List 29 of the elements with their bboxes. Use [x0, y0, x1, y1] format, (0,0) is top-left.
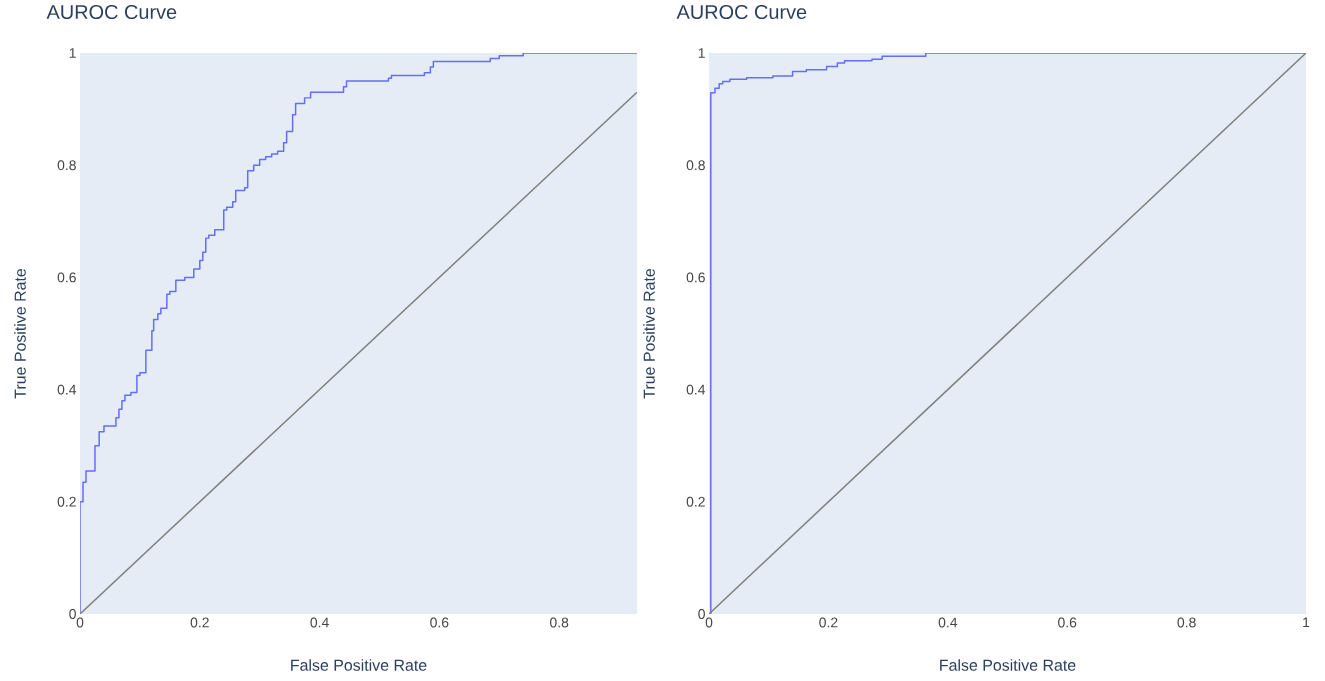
y-tick-label: 1: [698, 48, 705, 58]
y-tick-label: 0.2: [57, 496, 76, 507]
x-axis-title: False Positive Rate: [291, 659, 427, 671]
x-tick-label: 0.4: [310, 617, 329, 628]
y-tick-label: 0: [69, 609, 76, 619]
y-tick-label: 0.6: [57, 272, 76, 283]
y-tick-label: 0.2: [686, 496, 705, 507]
x-tick-label: 0.4: [938, 617, 958, 628]
y-tick-label: 0.4: [57, 384, 77, 395]
y-tick-label: 0.8: [57, 160, 76, 171]
x-tick-label: 0.2: [190, 617, 209, 628]
y-tick-label: 0.4: [686, 384, 706, 395]
y-tick-label: 0.8: [686, 160, 705, 171]
x-tick-label: 0.2: [819, 617, 838, 628]
x-axis-title: False Positive Rate: [940, 659, 1076, 671]
x-tick-label: 0.8: [1177, 617, 1196, 628]
y-tick-label: 0: [698, 609, 705, 619]
chart-title: AUROC Curve: [676, 4, 807, 20]
y-tick-label: 0.6: [686, 272, 705, 283]
chart-title: AUROC Curve: [46, 4, 177, 20]
x-tick-label: 0.8: [549, 617, 569, 628]
y-axis-title: True Positive Rate: [643, 268, 655, 399]
x-tick-label: 0: [76, 617, 84, 628]
x-tick-label: 1: [1303, 617, 1310, 628]
x-tick-label: 0.6: [1058, 617, 1077, 628]
x-tick-label: 0.6: [430, 617, 449, 628]
x-tick-label: 0: [705, 617, 713, 628]
y-tick-label: 1: [69, 48, 76, 58]
y-axis-title: True Positive Rate: [14, 268, 26, 399]
